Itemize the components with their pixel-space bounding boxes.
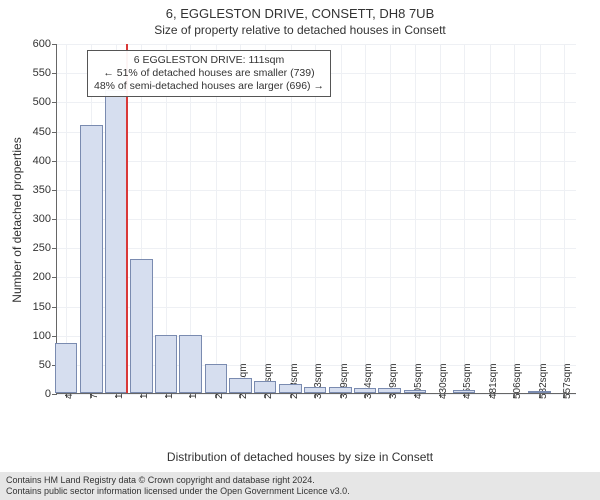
y-tick-mark <box>52 102 57 103</box>
gridline-v <box>440 44 441 393</box>
x-tick-label: 354sqm <box>363 363 374 399</box>
plot-region: 05010015020025030035040045050055060049sq… <box>56 44 576 394</box>
gridline-v <box>464 44 465 393</box>
x-axis-label: Distribution of detached houses by size … <box>0 450 600 464</box>
annotation-line: 6 EGGLESTON DRIVE: 111sqm <box>94 54 324 67</box>
gridline-v <box>564 44 565 393</box>
histogram-bar <box>354 388 377 393</box>
footer-attribution: Contains HM Land Registry data © Crown c… <box>0 472 600 500</box>
histogram-bar <box>453 390 476 393</box>
histogram-bar <box>404 390 427 393</box>
gridline-v <box>490 44 491 393</box>
x-tick-label: 481sqm <box>488 363 499 399</box>
x-tick-label: 303sqm <box>313 363 324 399</box>
gridline-h <box>57 219 576 220</box>
chart-area: 05010015020025030035040045050055060049sq… <box>56 44 576 394</box>
y-tick-mark <box>52 132 57 133</box>
gridline-h <box>57 44 576 45</box>
y-tick-mark <box>52 190 57 191</box>
x-tick-label: 455sqm <box>462 363 473 399</box>
gridline-h <box>57 132 576 133</box>
x-tick-label: 506sqm <box>512 363 523 399</box>
gridline-v <box>341 44 342 393</box>
y-tick-mark <box>52 336 57 337</box>
y-tick-mark <box>52 394 57 395</box>
annotation-line: 48% of semi-detached houses are larger (… <box>94 80 324 93</box>
y-tick-mark <box>52 161 57 162</box>
gridline-v <box>365 44 366 393</box>
annotation-line: ← 51% of detached houses are smaller (73… <box>94 67 324 80</box>
histogram-bar <box>55 343 78 393</box>
gridline-h <box>57 190 576 191</box>
y-tick-mark <box>52 44 57 45</box>
histogram-bar <box>130 259 153 393</box>
annotation-box: 6 EGGLESTON DRIVE: 111sqm← 51% of detach… <box>87 50 331 97</box>
gridline-v <box>514 44 515 393</box>
page-subtitle: Size of property relative to detached ho… <box>0 21 600 37</box>
histogram-bar <box>205 364 228 393</box>
x-tick-label: 329sqm <box>339 363 350 399</box>
x-tick-label: 430sqm <box>438 363 449 399</box>
gridline-h <box>57 102 576 103</box>
histogram-bar <box>229 378 252 393</box>
histogram-bar <box>179 335 202 393</box>
x-tick-label: 532sqm <box>538 363 549 399</box>
histogram-bar <box>80 125 103 393</box>
histogram-bar <box>155 335 178 393</box>
histogram-bar <box>279 384 302 393</box>
gridline-v <box>540 44 541 393</box>
histogram-bar <box>378 388 401 393</box>
x-tick-label: 557sqm <box>562 363 573 399</box>
y-tick-mark <box>52 277 57 278</box>
histogram-bar <box>329 387 352 393</box>
histogram-bar <box>254 381 277 393</box>
y-tick-mark <box>52 219 57 220</box>
gridline-h <box>57 248 576 249</box>
y-axis-label: Number of detached properties <box>10 137 24 302</box>
histogram-bar <box>304 387 327 393</box>
gridline-v <box>390 44 391 393</box>
y-tick-mark <box>52 73 57 74</box>
x-tick-label: 278sqm <box>289 363 300 399</box>
footer-line-1: Contains HM Land Registry data © Crown c… <box>6 475 594 486</box>
y-tick-mark <box>52 307 57 308</box>
histogram-bar <box>528 391 551 393</box>
histogram-bar <box>105 90 128 393</box>
footer-line-2: Contains public sector information licen… <box>6 486 594 497</box>
x-tick-label: 405sqm <box>413 363 424 399</box>
gridline-v <box>415 44 416 393</box>
y-tick-mark <box>52 248 57 249</box>
x-tick-label: 379sqm <box>388 363 399 399</box>
gridline-h <box>57 161 576 162</box>
page-title: 6, EGGLESTON DRIVE, CONSETT, DH8 7UB <box>0 0 600 21</box>
gridline-v <box>66 44 67 393</box>
